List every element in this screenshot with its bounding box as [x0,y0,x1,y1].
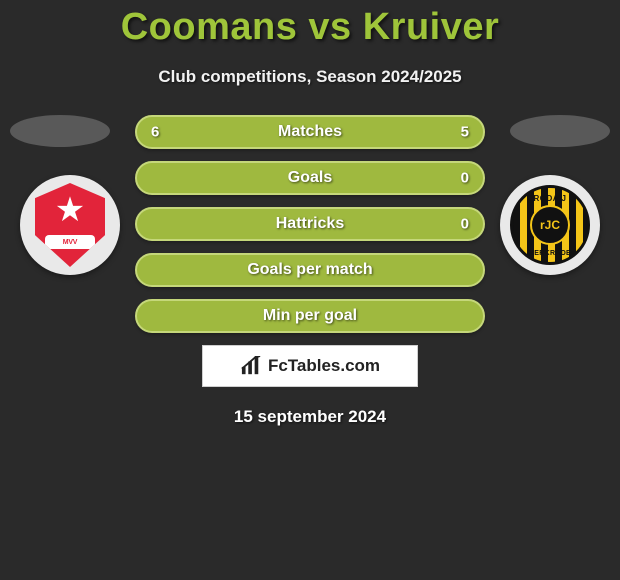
stat-right-value: 5 [461,124,469,141]
stat-label: Hattricks [276,215,344,233]
mvv-crest: ★ MVV [35,183,105,267]
stats-list: 6 Matches 5 Goals 0 Hattricks 0 Goals pe… [135,115,485,333]
roda-center: rJC [530,205,570,245]
stat-label: Goals per match [247,261,372,279]
stat-row-min-per-goal: Min per goal [135,299,485,333]
page-title: Coomans vs Kruiver [0,0,620,49]
right-player-oval [510,115,610,147]
roda-bot-text: KERKRADE [529,250,571,257]
stat-label: Matches [278,123,342,141]
stat-row-goals-per-match: Goals per match [135,253,485,287]
date-label: 15 september 2024 [0,407,620,427]
roda-crest: RODA J rJC KERKRADE [510,185,590,265]
brand-text: FcTables.com [268,356,380,376]
mvv-label: MVV [45,235,95,249]
star-icon: ★ [55,193,85,227]
stat-right-value: 0 [461,216,469,233]
stat-left-value: 6 [151,124,159,141]
stat-label: Min per goal [263,307,357,325]
comparison-stage: ★ MVV RODA J rJC KERKRADE 6 Matches 5 Go… [0,115,620,427]
subtitle: Club competitions, Season 2024/2025 [0,67,620,87]
stat-row-goals: Goals 0 [135,161,485,195]
stat-right-value: 0 [461,170,469,187]
stat-row-hattricks: Hattricks 0 [135,207,485,241]
left-club-badge: ★ MVV [20,175,120,275]
stat-label: Goals [288,169,332,187]
stat-row-matches: 6 Matches 5 [135,115,485,149]
roda-label: rJC [540,218,560,232]
left-player-oval [10,115,110,147]
brand-box[interactable]: FcTables.com [202,345,418,387]
right-club-badge: RODA J rJC KERKRADE [500,175,600,275]
bar-chart-icon [240,356,262,376]
roda-top-text: RODA J [534,194,567,203]
